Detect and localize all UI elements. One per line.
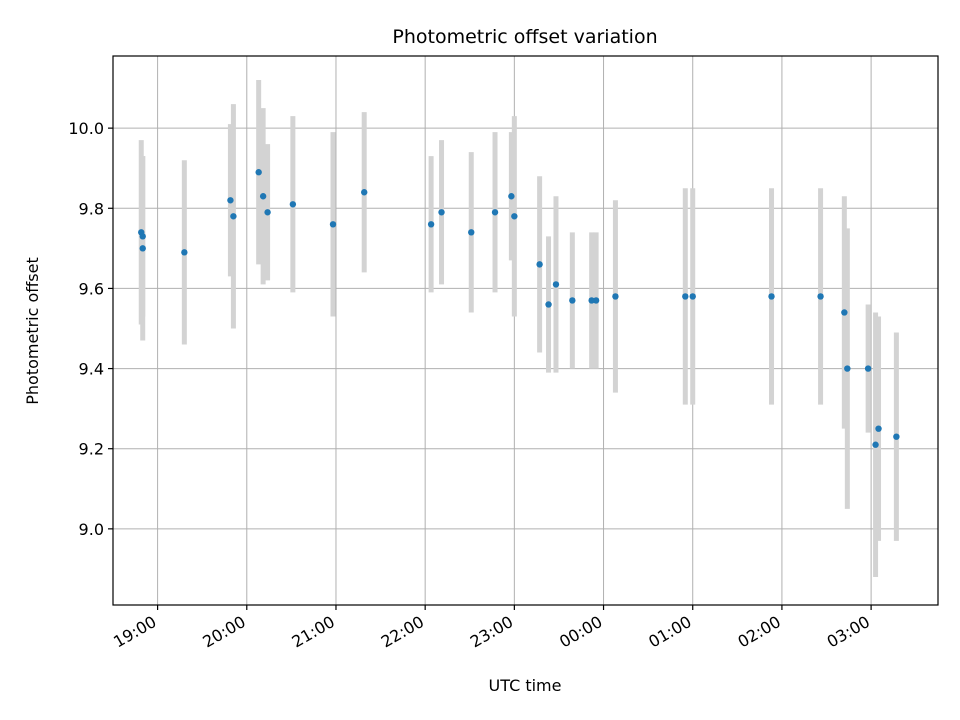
x-axis-title: UTC time — [489, 676, 562, 695]
data-point — [491, 209, 499, 216]
data-point — [864, 365, 872, 372]
data-point — [841, 309, 848, 316]
data-point — [682, 293, 689, 300]
data-point — [592, 297, 600, 304]
data-point — [227, 197, 234, 204]
data-point — [255, 169, 262, 176]
data-point — [230, 213, 237, 220]
y-tick-label: 9.2 — [79, 440, 104, 459]
y-axis-title: Photometric offset — [23, 257, 42, 405]
data-point — [689, 293, 696, 300]
data-point — [468, 229, 475, 236]
data-point — [872, 441, 879, 448]
grid — [113, 56, 938, 605]
data-point — [181, 249, 188, 256]
data-point — [139, 245, 146, 252]
y-tick-label: 10.0 — [68, 119, 104, 138]
data-point — [329, 221, 337, 228]
data-point — [361, 189, 368, 196]
data-point — [612, 293, 619, 300]
plot-frame — [112, 55, 939, 606]
data-point — [536, 261, 543, 268]
data-point — [893, 433, 900, 440]
data-point — [569, 297, 576, 304]
data-point — [545, 301, 552, 308]
data-point — [552, 281, 560, 288]
data-point — [817, 293, 824, 300]
y-tick-label: 9.0 — [79, 520, 104, 539]
data-point — [427, 221, 435, 228]
data-points — [138, 169, 900, 448]
y-axis: 9.0 9.2 9.4 9.6 9.8 10.0 — [68, 119, 113, 539]
data-point — [289, 201, 297, 208]
data-point — [768, 293, 775, 300]
data-point — [508, 193, 515, 200]
chart-title: Photometric offset variation — [392, 26, 657, 48]
data-point — [259, 193, 267, 200]
y-tick-label: 9.4 — [79, 360, 104, 379]
data-point — [844, 365, 851, 372]
data-point — [588, 297, 595, 304]
data-point — [511, 213, 518, 220]
data-point — [264, 209, 271, 216]
y-tick-label: 9.8 — [79, 199, 104, 218]
data-point — [139, 233, 146, 240]
y-tick-label: 9.6 — [79, 279, 104, 298]
data-point — [875, 425, 882, 432]
data-point — [438, 209, 445, 216]
